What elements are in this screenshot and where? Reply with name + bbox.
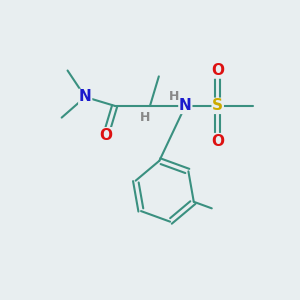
Text: H: H: [169, 91, 179, 103]
Text: S: S: [212, 98, 223, 113]
Text: N: N: [179, 98, 192, 113]
Text: O: O: [99, 128, 112, 143]
Text: O: O: [211, 63, 224, 78]
Text: N: N: [79, 89, 92, 104]
Text: O: O: [211, 134, 224, 149]
Text: H: H: [140, 110, 150, 124]
